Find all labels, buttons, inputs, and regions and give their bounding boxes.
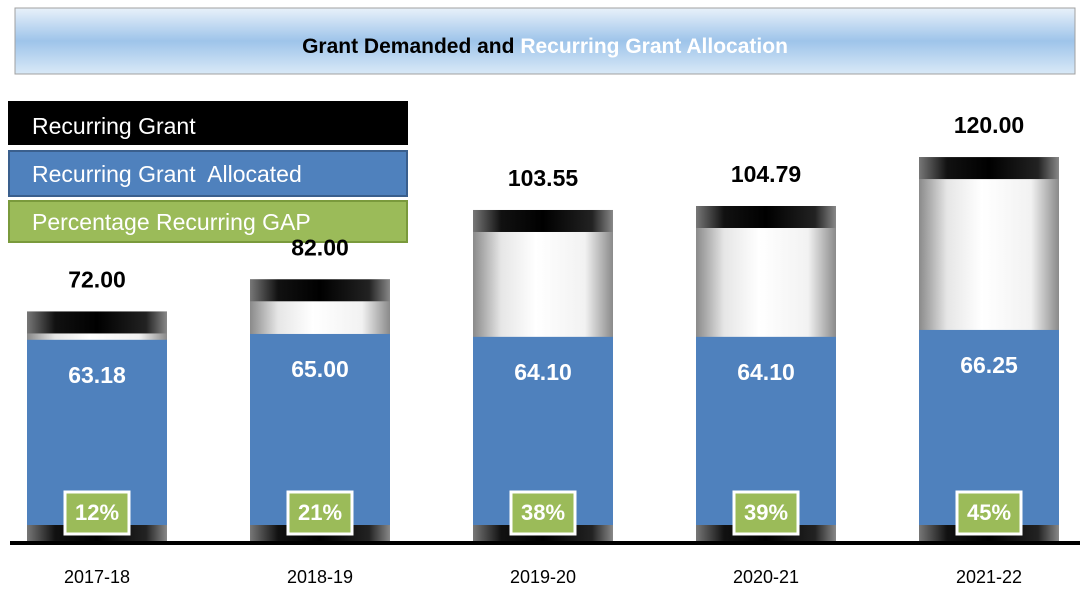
total-cap (250, 279, 390, 302)
gap-box (63, 490, 131, 536)
gap-label: 21% (298, 500, 342, 525)
chart-title: Grant Demanded and Recurring Grant Alloc… (302, 35, 788, 58)
title-banner (14, 7, 1076, 75)
x-tick-label: 2018-19 (287, 567, 353, 587)
legend-label: Recurring Grant Allocated (32, 161, 302, 187)
total-label: 72.00 (68, 267, 126, 293)
allocated-label: 66.25 (960, 352, 1018, 378)
x-tick-label: 2017-18 (64, 567, 130, 587)
gap-box (955, 490, 1023, 536)
total-cap (473, 209, 613, 232)
legend-swatch (8, 101, 408, 145)
total-cap (696, 205, 836, 228)
total-cap (27, 311, 167, 334)
allocated-label: 65.00 (291, 356, 349, 382)
total-label: 103.55 (508, 165, 579, 191)
gap-label: 38% (521, 500, 565, 525)
gap-box (286, 490, 354, 536)
gap-box (509, 490, 577, 536)
legend-swatch (8, 150, 408, 197)
gap-box (732, 490, 800, 536)
title-part: Grant Demanded and (302, 35, 514, 58)
x-tick-label: 2021-22 (956, 567, 1022, 587)
total-label: 82.00 (291, 234, 349, 260)
total-label: 120.00 (954, 112, 1024, 138)
gap-label: 45% (967, 500, 1011, 525)
allocated-label: 64.10 (514, 359, 572, 385)
legend-swatch (8, 200, 408, 243)
x-tick-label: 2019-20 (510, 567, 576, 587)
total-cap (919, 157, 1059, 180)
gap-label: 12% (75, 500, 119, 525)
allocated-label: 63.18 (68, 362, 126, 388)
x-tick-label: 2020-21 (733, 567, 799, 587)
legend-label: Percentage Recurring GAP (32, 209, 311, 235)
total-label: 104.79 (731, 161, 801, 187)
legend-label: Recurring Grant (32, 113, 196, 139)
gap-label: 39% (744, 500, 788, 525)
title-highlight: Recurring Grant Allocation (520, 35, 788, 58)
allocated-label: 64.10 (737, 359, 795, 385)
